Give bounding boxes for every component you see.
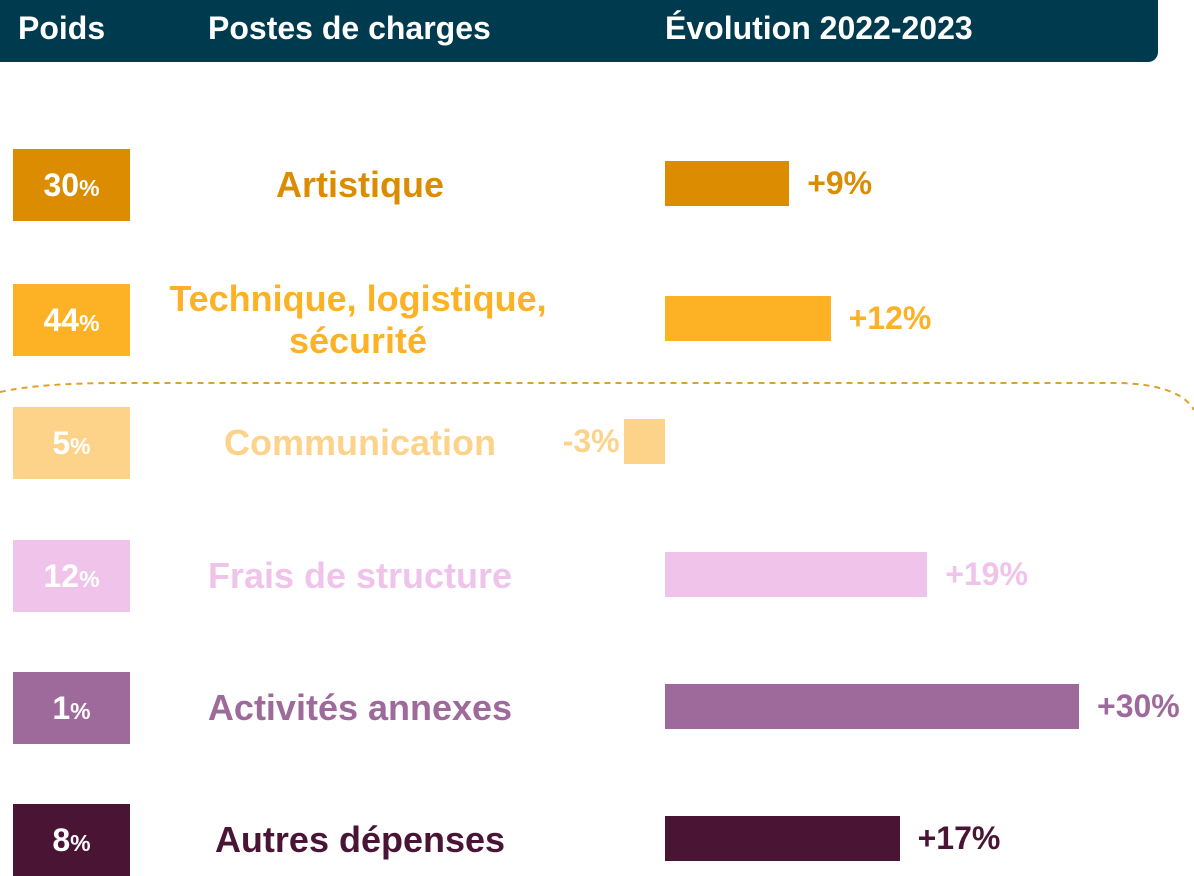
weight-box: 44% bbox=[13, 284, 130, 356]
weight-box: 8% bbox=[13, 804, 130, 876]
category-label: Artistique bbox=[275, 164, 444, 205]
bar bbox=[623, 419, 665, 464]
category-label: Technique, logistique, sécurité bbox=[169, 278, 547, 361]
weight-label: 30% bbox=[43, 166, 100, 203]
weight-box: 5% bbox=[13, 407, 130, 479]
weight-label: 12% bbox=[43, 557, 100, 594]
category-label: Autres dépenses bbox=[214, 819, 506, 860]
category-label: Frais de structure bbox=[207, 555, 513, 596]
header: Poids Postes de charges Évolution 2022-2… bbox=[0, 0, 1158, 62]
value-label: +9% bbox=[807, 165, 873, 201]
category-label: Activités annexes bbox=[207, 687, 513, 728]
weight-label: 1% bbox=[52, 689, 91, 726]
category-label: Communication bbox=[223, 422, 496, 463]
divider bbox=[0, 382, 1194, 411]
weight-box: 30% bbox=[13, 149, 130, 221]
header-weight: Poids bbox=[18, 10, 106, 46]
value-label: +17% bbox=[917, 820, 1001, 856]
value-label: +30% bbox=[1097, 688, 1180, 724]
bar bbox=[665, 684, 1079, 729]
weight-label: 44% bbox=[43, 301, 100, 338]
value-label: -3% bbox=[562, 423, 620, 459]
header-evolution: Évolution 2022-2023 bbox=[665, 10, 973, 46]
header-category: Postes de charges bbox=[208, 10, 491, 46]
bar bbox=[665, 552, 928, 597]
bar bbox=[665, 161, 790, 206]
value-label: +19% bbox=[945, 556, 1028, 592]
weight-box: 12% bbox=[13, 540, 130, 612]
weight-label: 5% bbox=[52, 424, 91, 461]
weight-box: 1% bbox=[13, 672, 130, 744]
bar bbox=[665, 816, 900, 861]
bar bbox=[665, 296, 831, 341]
weight-label: 8% bbox=[52, 821, 91, 858]
value-label: +12% bbox=[848, 300, 932, 336]
